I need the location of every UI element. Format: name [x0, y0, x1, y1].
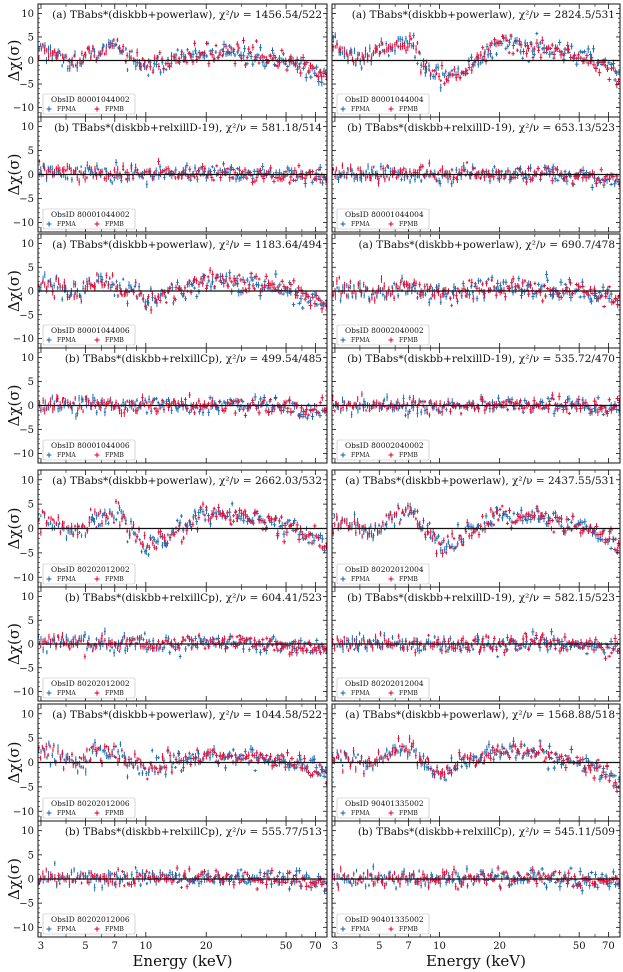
y-axis-label: Δχ(σ) — [5, 385, 23, 427]
panel-r3-c2: (a) TBabs*(diskbb+powerlaw), χ²/ν = 690.… — [331, 233, 621, 349]
legend-label: FPMB — [105, 221, 124, 228]
data-points — [38, 37, 327, 87]
legend-label: FPMA — [57, 452, 76, 459]
y-tick-label: −5 — [19, 310, 34, 321]
obsid-label: ObsID 80001044002 — [51, 210, 130, 219]
obsid-label: ObsID 80002040002 — [345, 326, 424, 335]
legend-label: FPMA — [351, 337, 370, 344]
legend-label: FPMA — [351, 221, 370, 228]
series-fpmb — [38, 157, 327, 186]
y-tick-label: 10 — [21, 122, 34, 133]
legend-box — [42, 439, 136, 461]
panel-r1-c1: 10 5 0 −5 −10 (a) TBabs*(diskbb+powerlaw), χ²… — [5, 3, 328, 118]
obsid-label: ObsID 80001044006 — [51, 326, 130, 335]
y-tick-label: −10 — [13, 334, 34, 345]
legend-box — [42, 93, 136, 115]
legend-label: FPMB — [399, 337, 418, 344]
model-annotation: (a) TBabs*(diskbb+powerlaw), χ²/ν = 2824… — [352, 9, 615, 21]
panel-r3-c1: 10 5 0 −5 −10 (a) TBabs*(diskbb+powerlaw), χ²… — [5, 233, 328, 349]
y-tick-label: 5 — [28, 263, 34, 274]
series-fpma — [38, 269, 327, 311]
y-tick-label: −5 — [19, 425, 34, 436]
legend-box — [42, 208, 136, 230]
model-annotation: (a) TBabs*(diskbb+powerlaw), χ²/ν = 1456… — [52, 9, 322, 21]
model-annotation: (a) TBabs*(diskbb+powerlaw), χ²/ν = 690.… — [358, 239, 615, 251]
y-tick-label: −5 — [19, 80, 34, 91]
y-axis-label: Δχ(σ) — [5, 154, 23, 196]
series-fpmb — [332, 275, 620, 309]
y-tick-label: 0 — [28, 401, 34, 412]
series-fpmb — [38, 37, 327, 81]
y-tick-label: 0 — [28, 170, 34, 181]
y-tick-label: 0 — [28, 56, 34, 67]
obsid-label: ObsID 80001044004 — [345, 210, 424, 219]
y-tick-label: −10 — [13, 449, 34, 460]
legend-box — [42, 324, 136, 346]
y-tick-label: 10 — [21, 353, 34, 364]
legend-box — [336, 324, 430, 346]
legend-label: FPMA — [57, 106, 76, 113]
obsid-label: ObsID 80001044002 — [51, 95, 130, 104]
legend-box — [336, 93, 430, 115]
legend-label: FPMB — [399, 221, 418, 228]
y-tick-label: 10 — [21, 239, 34, 250]
model-annotation: (b) TBabs*(diskbb+relxillD-19), χ²/ν = 5… — [54, 122, 322, 134]
model-annotation: (b) TBabs*(diskbb+relxillD-19), χ²/ν = 6… — [347, 122, 615, 134]
y-axis-label: Δχ(σ) — [5, 270, 23, 312]
obsid-label: ObsID 80001044004 — [345, 95, 424, 104]
legend-label: FPMB — [105, 337, 124, 344]
series-fpma — [332, 270, 620, 307]
legend-box — [336, 208, 430, 230]
legend-label: FPMB — [399, 106, 418, 113]
legend-label: FPMA — [351, 106, 370, 113]
model-annotation: (a) TBabs*(diskbb+powerlaw), χ²/ν = 1183… — [52, 239, 322, 251]
obsid-label: ObsID 80001044006 — [51, 441, 130, 450]
y-tick-label: 5 — [28, 32, 34, 43]
y-tick-label: −10 — [13, 218, 34, 229]
y-tick-label: −10 — [13, 103, 34, 114]
y-tick-label: 10 — [21, 9, 34, 20]
y-axis-label: Δχ(σ) — [5, 40, 23, 82]
panel-r2-c1: 10 5 0 −5 −10 (b) TBabs*(diskbb+relxillD-19),… — [5, 116, 328, 233]
legend-label: FPMB — [105, 106, 124, 113]
legend-label: FPMA — [57, 221, 76, 228]
panel-r1-c2: (a) TBabs*(diskbb+powerlaw), χ²/ν = 2824… — [331, 3, 621, 118]
panel-r2-c2: (b) TBabs*(diskbb+relxillD-19), χ²/ν = 6… — [331, 116, 621, 233]
data-points — [332, 391, 620, 419]
data-points — [332, 270, 620, 309]
model-annotation: (b) TBabs*(diskbb+relxillCp), χ²/ν = 499… — [65, 353, 322, 365]
y-tick-label: 5 — [28, 146, 34, 157]
panel-r4-c2: (b) TBabs*(diskbb+relxillD-19), χ²/ν = 5… — [331, 347, 621, 464]
data-points — [332, 31, 620, 92]
panel-r4-c1: 10 5 0 −5 −10 (b) TBabs*(diskbb+relxillCp), χ… — [5, 347, 328, 464]
legend-label: FPMB — [105, 452, 124, 459]
series-fpma — [332, 31, 620, 92]
y-tick-label: 5 — [28, 377, 34, 388]
y-tick-label: 0 — [28, 287, 34, 298]
y-tick-label: −5 — [19, 194, 34, 205]
data-points — [38, 157, 327, 189]
legend-label: FPMA — [57, 337, 76, 344]
